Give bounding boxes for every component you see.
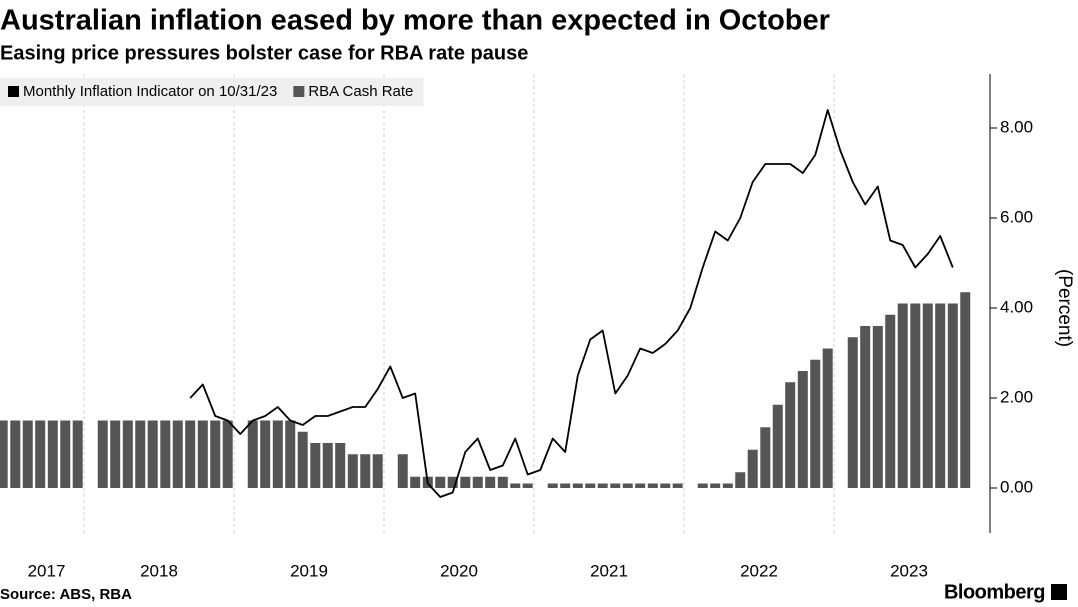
bar <box>847 337 858 488</box>
bar <box>797 371 808 488</box>
y-tick-label: 6.00 <box>1000 207 1033 226</box>
bar <box>785 382 796 488</box>
bar <box>285 420 296 488</box>
bar <box>47 420 58 488</box>
bar <box>522 483 533 488</box>
x-tick-label: 2020 <box>440 561 478 580</box>
bar <box>197 420 208 488</box>
bar <box>435 476 446 488</box>
bar <box>210 420 221 488</box>
bar <box>935 303 946 488</box>
y-tick-label: 4.00 <box>1000 297 1033 316</box>
bar <box>822 348 833 488</box>
bar <box>147 420 158 488</box>
y-axis-label: (Percent) <box>1054 269 1075 347</box>
bar <box>897 303 908 488</box>
bar <box>410 476 421 488</box>
bar <box>735 472 746 488</box>
bar <box>860 326 871 488</box>
legend-label: Monthly Inflation Indicator on 10/31/23 <box>23 83 277 100</box>
bar <box>710 483 721 488</box>
bar <box>260 420 271 488</box>
bar <box>160 420 171 488</box>
bar <box>272 420 283 488</box>
bar <box>460 476 471 488</box>
bar <box>510 483 521 488</box>
brand-icon <box>1051 584 1067 600</box>
bar <box>97 420 108 488</box>
chart-subtitle: Easing price pressures bolster case for … <box>0 42 528 64</box>
x-tick-label: 2019 <box>290 561 328 580</box>
legend-label: RBA Cash Rate <box>308 83 413 100</box>
bar <box>485 476 496 488</box>
bar <box>572 483 583 488</box>
bar <box>447 476 458 488</box>
bar <box>322 443 333 488</box>
bar <box>760 427 771 488</box>
bar <box>547 483 558 488</box>
bar <box>885 314 896 488</box>
bar <box>372 454 383 488</box>
bar <box>597 483 608 488</box>
bar <box>872 326 883 488</box>
bar <box>335 443 346 488</box>
bar <box>310 443 321 488</box>
y-tick-label: 2.00 <box>1000 387 1033 406</box>
brand: Bloomberg <box>944 581 1045 603</box>
bar <box>297 431 308 488</box>
bar <box>922 303 933 488</box>
bar <box>747 449 758 488</box>
legend-swatch <box>293 86 305 97</box>
bar <box>497 476 508 488</box>
bar <box>222 420 233 488</box>
source: Source: ABS, RBA <box>0 586 132 603</box>
bar <box>910 303 921 488</box>
bar <box>0 420 8 488</box>
bar <box>35 420 46 488</box>
bar <box>185 420 196 488</box>
bar <box>135 420 146 488</box>
bar <box>585 483 596 488</box>
bar <box>810 359 821 488</box>
bar <box>622 483 633 488</box>
y-tick-label: 8.00 <box>1000 117 1033 136</box>
bar <box>635 483 646 488</box>
legend-swatch <box>8 86 19 97</box>
bar <box>60 420 71 488</box>
bar <box>722 483 733 488</box>
bar <box>697 483 708 488</box>
bar <box>647 483 658 488</box>
x-tick-label: 2022 <box>740 561 778 580</box>
x-tick-label: 2017 <box>28 561 66 580</box>
bar <box>672 483 683 488</box>
bar <box>22 420 33 488</box>
bar <box>110 420 121 488</box>
chart-title: Australian inflation eased by more than … <box>0 5 830 37</box>
x-tick-label: 2018 <box>140 561 178 580</box>
bar <box>397 454 408 488</box>
bar <box>122 420 133 488</box>
bar <box>247 420 258 488</box>
bar <box>347 454 358 488</box>
line <box>189 109 954 498</box>
bar <box>10 420 21 488</box>
bar <box>172 420 183 488</box>
x-tick-label: 2023 <box>890 561 928 580</box>
x-tick-label: 2021 <box>590 561 628 580</box>
bar <box>610 483 621 488</box>
bar <box>72 420 83 488</box>
bar <box>472 476 483 488</box>
bar <box>960 292 971 488</box>
bar <box>947 303 958 488</box>
bar <box>560 483 571 488</box>
bar <box>660 483 671 488</box>
legend-background <box>0 78 424 106</box>
y-tick-label: 0.00 <box>1000 477 1033 496</box>
bar <box>772 404 783 488</box>
bar <box>360 454 371 488</box>
